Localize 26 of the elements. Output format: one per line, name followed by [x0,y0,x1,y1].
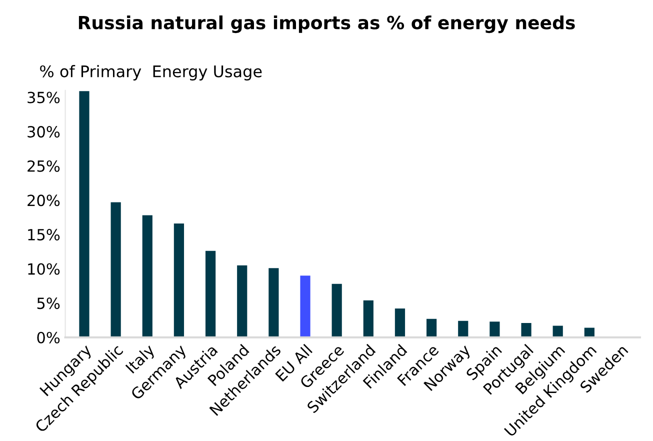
y-tick-label: 10% [28,263,60,275]
bar [458,320,468,338]
y-tick-label: 5% [37,298,60,310]
bar [300,276,310,338]
bar [490,322,500,338]
bar [363,300,374,338]
y-tick-label: 20% [28,194,60,206]
y-tick-label: 30% [28,126,60,138]
y-axis-title: % of Primary Energy Usage [40,65,262,80]
bar [110,202,121,338]
y-tick-label: 15% [28,228,60,240]
bar [394,308,406,338]
y-tick-label: 35% [28,92,60,104]
y-tick-label: 25% [28,160,60,172]
bar [552,326,563,338]
bar [268,268,279,338]
chart-title: Russia natural gas imports as % of energy needs [78,15,575,34]
bar [237,265,248,338]
y-tick-label: 0% [37,332,60,344]
bar [521,322,532,338]
bar [174,223,184,338]
bar [332,284,342,338]
bar [79,91,90,338]
bar [142,215,152,338]
bar [426,318,437,338]
bar [205,250,216,338]
